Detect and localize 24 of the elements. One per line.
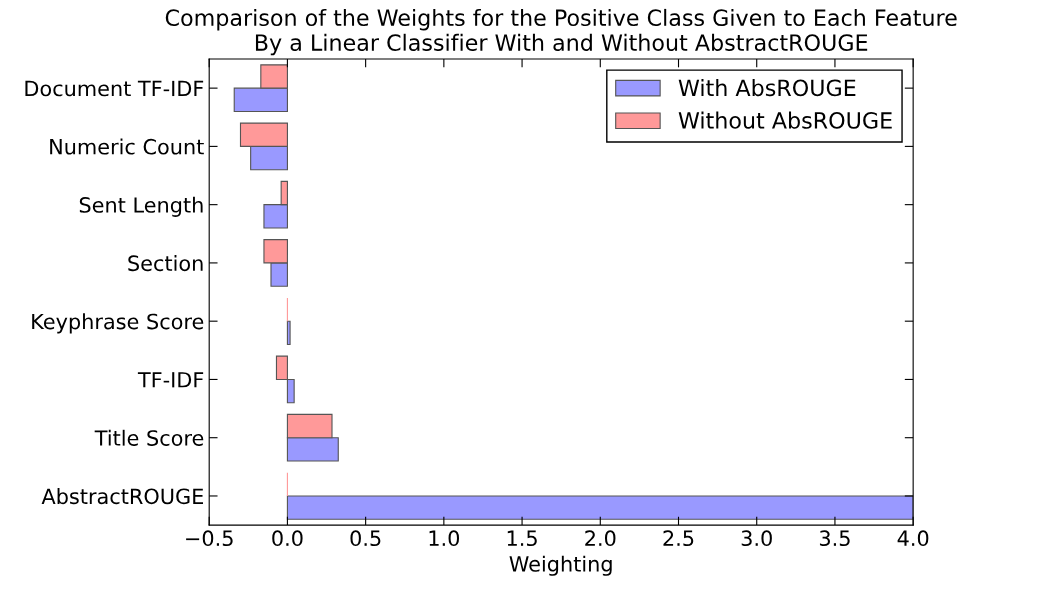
x-tick-label: 4.0 <box>897 530 929 547</box>
x-tick-label: 2.5 <box>663 530 694 547</box>
legend-label: Without AbsROUGE <box>678 111 892 129</box>
x-tick-label: 3.5 <box>819 530 850 547</box>
y-tick-label: Document TF-IDF <box>25 80 204 97</box>
x-tick-label: −0.5 <box>186 530 233 547</box>
y-tick-label: Title Score <box>94 429 204 446</box>
x-axis-title: Weighting <box>509 555 612 576</box>
chart-title: Comparison of the Weights for the Positive Class Given to Each Feature By a Linear Classifier With and Without AbstractROUGE <box>165 8 957 56</box>
y-tick-label: Keyphrase Score <box>32 313 204 334</box>
y-tick-label: TF-IDF <box>137 372 204 388</box>
legend-label: With AbsROUGE <box>678 79 856 97</box>
x-tick-label: 1.0 <box>429 530 460 547</box>
x-tick-label: 2.0 <box>585 530 616 547</box>
bar <box>286 495 914 520</box>
y-tick-label: Sent Length <box>79 196 203 217</box>
y-tick-label: AbstractROUGE <box>41 488 204 505</box>
y-tick-label: Section <box>128 255 203 272</box>
x-tick-label: 0.0 <box>272 530 303 547</box>
x-tick-label: 3.0 <box>741 530 772 547</box>
x-tick-label: 0.5 <box>350 530 381 547</box>
y-tick-label: Numeric Count <box>50 138 204 155</box>
bar <box>286 320 291 346</box>
x-tick-label: 1.5 <box>507 530 537 547</box>
